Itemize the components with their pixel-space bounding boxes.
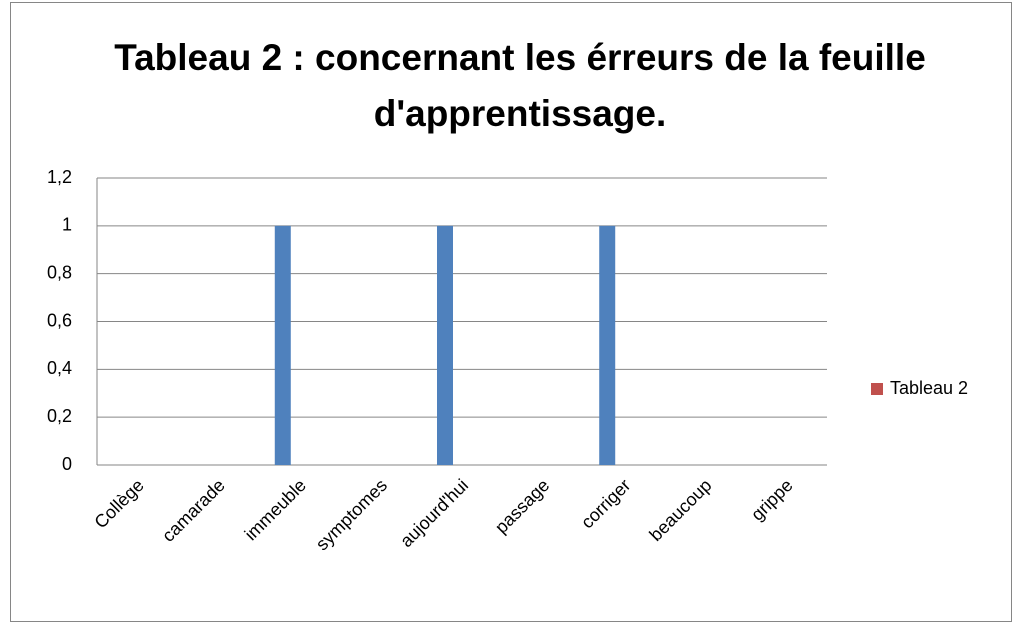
bar bbox=[599, 225, 616, 465]
y-tick-label: 0,6 bbox=[47, 310, 72, 330]
chart-border bbox=[10, 2, 1012, 622]
y-tick-label: 0,8 bbox=[47, 262, 72, 282]
bar bbox=[274, 225, 291, 465]
y-tick-label: 0,4 bbox=[47, 358, 72, 378]
chart-title: Tableau 2 : concernant les érreurs de la… bbox=[114, 37, 926, 134]
y-tick-label: 1 bbox=[62, 215, 72, 235]
y-tick-label: 1,2 bbox=[47, 167, 72, 187]
y-tick-label: 0,2 bbox=[47, 406, 72, 426]
legend-label: Tableau 2 bbox=[890, 378, 968, 398]
y-tick-label: 0 bbox=[62, 454, 72, 474]
bar bbox=[437, 225, 453, 465]
legend-marker bbox=[871, 383, 883, 395]
